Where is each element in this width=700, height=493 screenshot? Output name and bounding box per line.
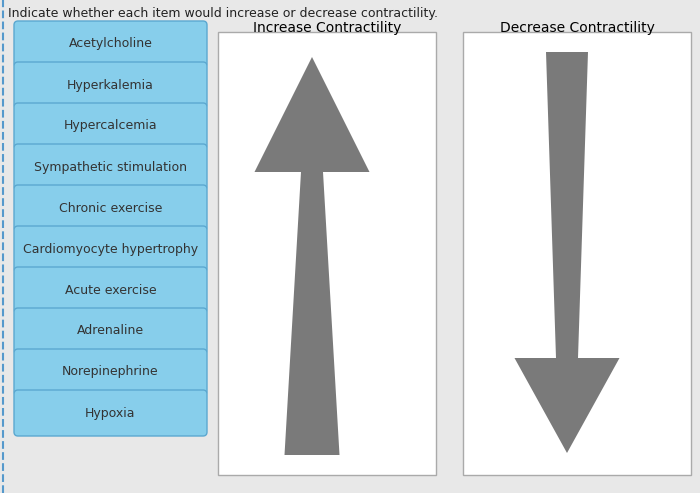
FancyBboxPatch shape: [14, 103, 207, 149]
Text: Cardiomyocyte hypertrophy: Cardiomyocyte hypertrophy: [23, 243, 198, 255]
FancyBboxPatch shape: [14, 349, 207, 395]
Text: Indicate whether each item would increase or decrease contractility.: Indicate whether each item would increas…: [8, 7, 438, 20]
Text: Decrease Contractility: Decrease Contractility: [500, 21, 654, 35]
Text: Acute exercise: Acute exercise: [64, 283, 156, 296]
Polygon shape: [255, 57, 370, 455]
Text: Hypercalcemia: Hypercalcemia: [64, 119, 158, 133]
Polygon shape: [514, 52, 620, 453]
Text: Hyperkalemia: Hyperkalemia: [67, 78, 154, 92]
Text: Increase Contractility: Increase Contractility: [253, 21, 401, 35]
Text: Hypoxia: Hypoxia: [85, 407, 136, 420]
FancyBboxPatch shape: [14, 144, 207, 190]
Bar: [463, 32, 691, 475]
FancyBboxPatch shape: [14, 185, 207, 231]
FancyBboxPatch shape: [14, 308, 207, 354]
FancyBboxPatch shape: [14, 267, 207, 313]
FancyBboxPatch shape: [14, 62, 207, 108]
Text: Norepinephrine: Norepinephrine: [62, 365, 159, 379]
Text: Chronic exercise: Chronic exercise: [59, 202, 162, 214]
FancyBboxPatch shape: [14, 21, 207, 67]
Text: Sympathetic stimulation: Sympathetic stimulation: [34, 161, 187, 174]
Text: Adrenaline: Adrenaline: [77, 324, 144, 338]
Text: Acetylcholine: Acetylcholine: [69, 37, 153, 50]
Bar: [218, 32, 436, 475]
FancyBboxPatch shape: [14, 226, 207, 272]
FancyBboxPatch shape: [14, 390, 207, 436]
